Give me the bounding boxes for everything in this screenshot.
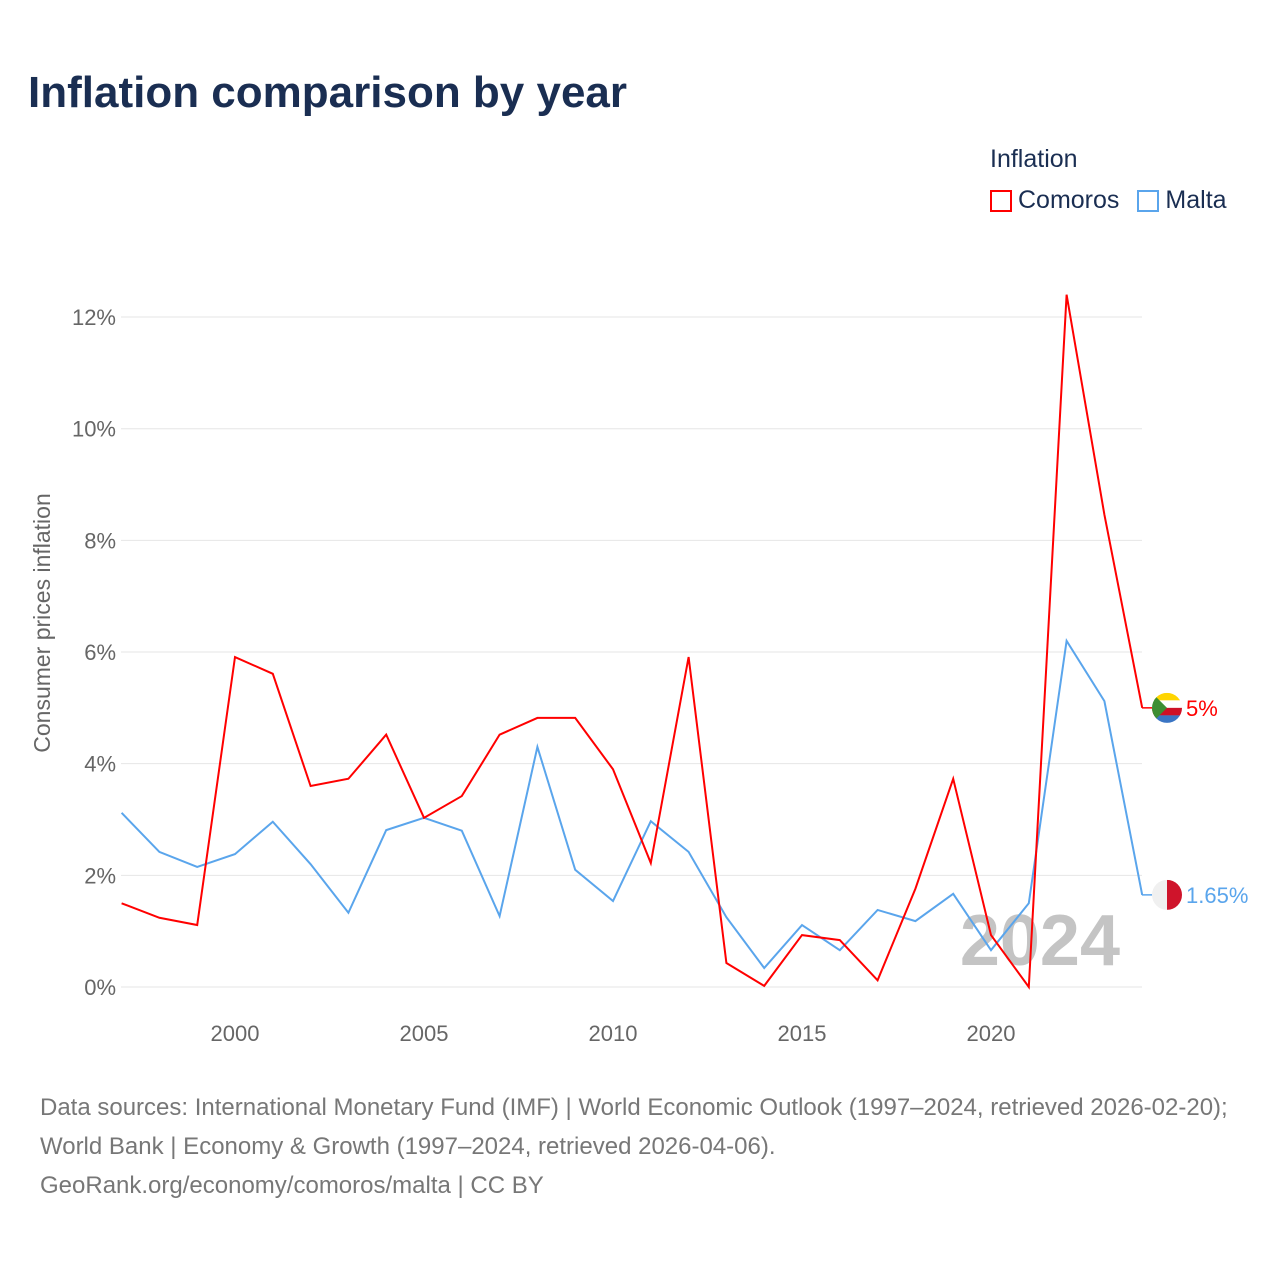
series-line-malta	[120, 638, 1144, 970]
x-tick-label: 2015	[778, 1021, 827, 1046]
legend-title: Inflation	[990, 145, 1078, 173]
comoros-flag-icon	[1152, 692, 1182, 723]
source-link[interactable]: GeoRank.org/economy/comoros/malta | CC B…	[40, 1172, 544, 1199]
source-line: Data sources: International Monetary Fun…	[40, 1094, 1228, 1160]
y-tick-label: 6%	[84, 640, 116, 665]
source-note: Data sources: International Monetary Fun…	[40, 1088, 1250, 1205]
x-tick-label: 2020	[967, 1021, 1016, 1046]
y-axis-label: Consumer prices inflation	[29, 493, 55, 753]
x-tick-label: 2000	[211, 1021, 260, 1046]
x-tick-label: 2005	[400, 1021, 449, 1046]
y-tick-label: 12%	[72, 305, 116, 330]
legend-item-comoros[interactable]: Comoros	[990, 186, 1119, 215]
y-tick-label: 0%	[84, 975, 116, 1000]
series-line-comoros	[121, 294, 1144, 990]
y-tick-label: 8%	[84, 528, 116, 553]
y-tick-label: 2%	[84, 863, 116, 888]
end-value-label: 1.65%	[1186, 883, 1248, 908]
malta-flag-icon	[1152, 879, 1182, 910]
y-tick-label: 4%	[84, 752, 116, 777]
legend-label: Comoros	[1018, 186, 1120, 214]
legend-swatch	[990, 189, 1012, 212]
legend: Comoros Malta	[990, 186, 1227, 215]
chart-title: Inflation comparison by year	[28, 68, 628, 117]
legend-swatch	[1137, 189, 1160, 212]
y-tick-label: 10%	[72, 417, 116, 442]
legend-label: Malta	[1165, 186, 1227, 214]
x-tick-label: 2010	[589, 1021, 638, 1046]
end-value-label: 5%	[1186, 696, 1218, 721]
legend-item-malta[interactable]: Malta	[1137, 186, 1227, 215]
